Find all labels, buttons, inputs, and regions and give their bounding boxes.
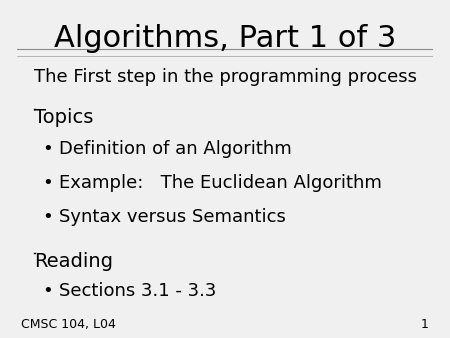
Text: Algorithms, Part 1 of 3: Algorithms, Part 1 of 3	[0, 337, 1, 338]
Text: •: •	[42, 208, 53, 226]
Text: CMSC 104, L04: CMSC 104, L04	[21, 318, 116, 331]
Text: Reading: Reading	[34, 252, 113, 271]
Text: Sections 3.1 - 3.3: Sections 3.1 - 3.3	[58, 282, 216, 300]
Text: Algorithms, Part 1 of 3: Algorithms, Part 1 of 3	[54, 24, 396, 53]
Text: Syntax versus Semantics: Syntax versus Semantics	[58, 208, 286, 226]
Text: •: •	[42, 282, 53, 300]
Text: •: •	[42, 140, 53, 158]
Text: Topics: Topics	[34, 108, 93, 127]
Text: 1: 1	[421, 318, 429, 331]
Text: Definition of an Algorithm: Definition of an Algorithm	[58, 140, 292, 158]
Text: Reading: Reading	[0, 337, 1, 338]
Text: Example:   The Euclidean Algorithm: Example: The Euclidean Algorithm	[58, 174, 382, 192]
Text: Topics: Topics	[0, 337, 1, 338]
Text: The First step in the programming process: The First step in the programming proces…	[33, 68, 417, 86]
Text: Algorithms: Algorithms	[0, 337, 1, 338]
Text: •: •	[42, 174, 53, 192]
